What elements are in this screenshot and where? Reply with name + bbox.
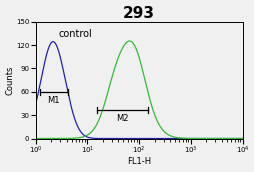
Text: control: control — [59, 29, 92, 39]
Y-axis label: Counts: Counts — [6, 65, 14, 95]
X-axis label: FL1-H: FL1-H — [126, 157, 151, 166]
Text: M1: M1 — [47, 96, 60, 105]
Text: M2: M2 — [116, 114, 128, 123]
Title: 293: 293 — [123, 6, 154, 21]
